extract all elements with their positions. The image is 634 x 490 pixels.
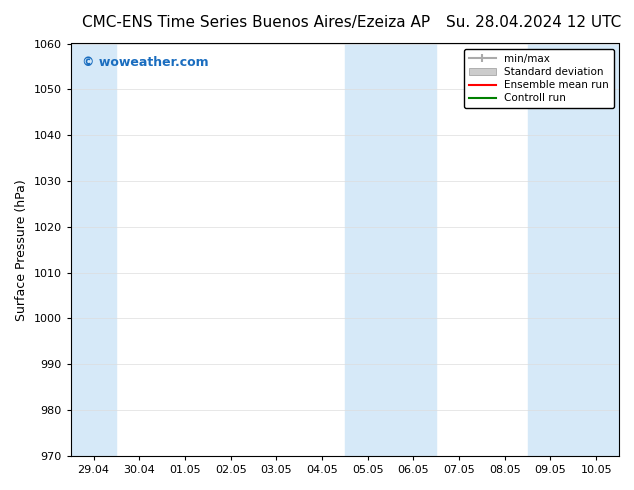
Bar	[527, 44, 619, 456]
Y-axis label: Surface Pressure (hPa): Surface Pressure (hPa)	[15, 179, 28, 320]
Text: CMC-ENS Time Series Buenos Aires/Ezeiza AP: CMC-ENS Time Series Buenos Aires/Ezeiza …	[82, 15, 430, 30]
Bar	[71, 44, 117, 456]
Bar	[345, 44, 436, 456]
Text: Su. 28.04.2024 12 UTC: Su. 28.04.2024 12 UTC	[446, 15, 621, 30]
Text: © woweather.com: © woweather.com	[82, 56, 209, 69]
Legend: min/max, Standard deviation, Ensemble mean run, Controll run: min/max, Standard deviation, Ensemble me…	[464, 49, 614, 108]
